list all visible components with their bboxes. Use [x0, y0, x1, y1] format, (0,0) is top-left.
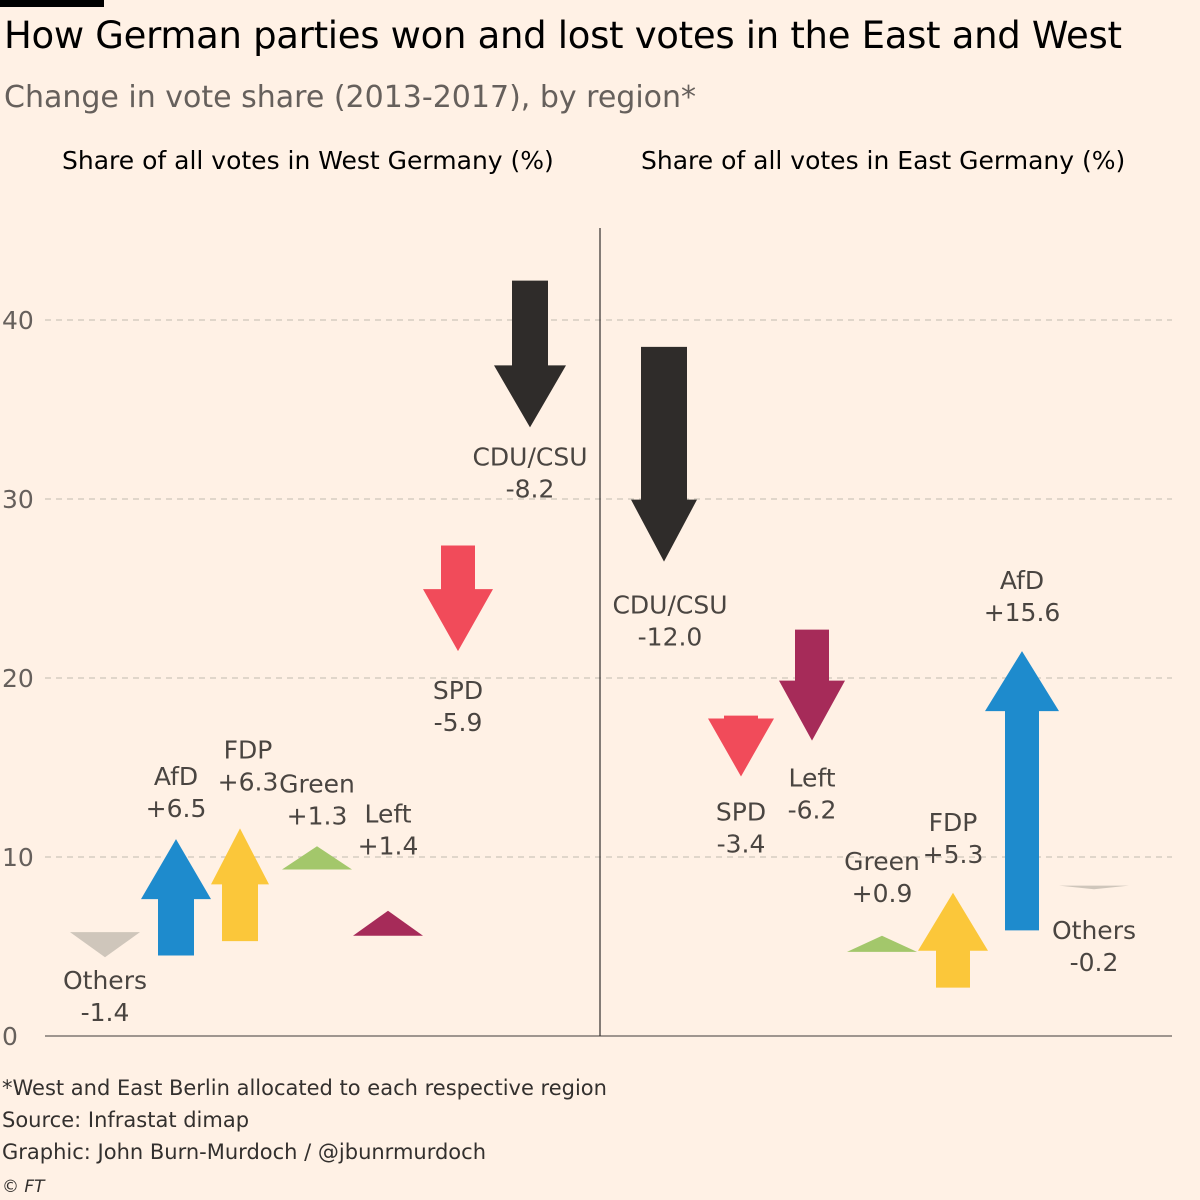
east-fdp-change-label: +5.3 [923, 840, 984, 869]
west-spd-arrow [423, 545, 493, 652]
west-afd-change-label: +6.5 [146, 794, 207, 823]
east-others-arrow [1059, 885, 1129, 890]
y-tick-label: 30 [2, 485, 34, 514]
west-green-change-label: +1.3 [287, 801, 348, 830]
east-cdu-csu-change-label: -12.0 [638, 623, 703, 652]
west-spd-name-label: SPD [433, 676, 483, 705]
west-others-arrow [70, 932, 140, 958]
west-cdu-csu-arrow [494, 280, 566, 428]
y-tick-label: 40 [2, 306, 34, 335]
west-left-change-label: +1.4 [358, 832, 419, 861]
west-others-change-label: -1.4 [81, 998, 130, 1027]
west-green-arrow [282, 846, 352, 870]
west-others-name-label: Others [63, 966, 147, 995]
source-line: Source: Infrastat dimap [2, 1108, 250, 1132]
east-others-name-label: Others [1052, 916, 1136, 945]
east-spd-name-label: SPD [716, 797, 766, 826]
footnote: *West and East Berlin allocated to each … [2, 1076, 607, 1100]
y-tick-label: 0 [2, 1022, 18, 1051]
west-cdu-csu-name-label: CDU/CSU [472, 442, 587, 471]
ft-brand-bar [0, 0, 104, 7]
west-afd-name-label: AfD [154, 762, 198, 791]
chart-subtitle: Change in vote share (2013-2017), by reg… [4, 80, 697, 115]
east-others-change-label: -0.2 [1070, 948, 1119, 977]
east-left-name-label: Left [788, 764, 835, 793]
east-afd-name-label: AfD [1000, 566, 1044, 595]
west-afd-arrow [141, 839, 211, 956]
west-spd-change-label: -5.9 [434, 708, 483, 737]
west-cdu-csu-change-label: -8.2 [506, 474, 555, 503]
chart-title: How German parties won and lost votes in… [4, 14, 1122, 57]
west-fdp-change-label: +6.3 [218, 767, 279, 796]
arrows [70, 280, 1129, 988]
west-panel-title: Share of all votes in West Germany (%) [62, 146, 554, 175]
east-cdu-csu-name-label: CDU/CSU [612, 591, 727, 620]
y-tick-label: 10 [2, 843, 34, 872]
credit-line: Graphic: John Burn-Murdoch / @jbunrmurdo… [2, 1140, 487, 1164]
y-axis: 0 10 20 30 40 [2, 306, 34, 1051]
gridlines [45, 228, 1172, 1037]
east-green-change-label: +0.9 [852, 879, 913, 908]
west-left-name-label: Left [364, 800, 411, 829]
east-green-arrow [847, 935, 917, 952]
east-fdp-arrow [918, 892, 988, 988]
west-green-name-label: Green [279, 769, 355, 798]
copyright: © FT [2, 1177, 45, 1197]
east-left-change-label: -6.2 [788, 796, 837, 825]
east-spd-arrow [708, 715, 774, 777]
y-tick-label: 20 [2, 664, 34, 693]
west-fdp-name-label: FDP [224, 735, 273, 764]
west-left-arrow [353, 910, 423, 936]
east-spd-change-label: -3.4 [717, 829, 766, 858]
west-fdp-arrow [211, 828, 269, 942]
east-panel-title: Share of all votes in East Germany (%) [641, 146, 1126, 175]
east-green-name-label: Green [844, 847, 920, 876]
east-fdp-name-label: FDP [929, 808, 978, 837]
east-afd-arrow [985, 651, 1059, 931]
east-cdu-csu-arrow [631, 346, 697, 562]
east-afd-change-label: +15.6 [984, 598, 1061, 627]
east-left-arrow [779, 629, 845, 741]
